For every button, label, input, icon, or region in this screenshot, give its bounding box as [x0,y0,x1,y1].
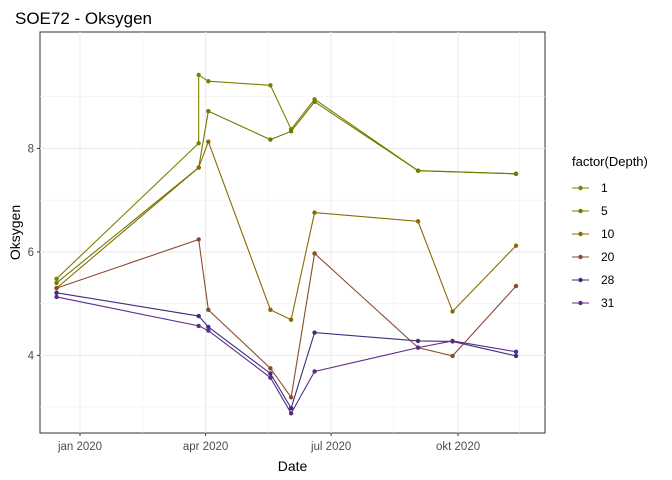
legend-label: 20 [601,250,615,264]
x-tick-label: okt 2020 [436,441,480,453]
data-point [196,165,201,170]
data-point [206,108,211,114]
y-axis-title: Oksygen [7,205,23,260]
legend-item-20: 20 [572,250,615,264]
legend-title: factor(Depth) [572,154,648,169]
data-point [268,137,273,142]
data-point [196,141,201,146]
legend-item-28: 28 [572,273,615,287]
data-point [312,330,317,335]
data-point [513,171,519,176]
series-5 [54,99,519,286]
data-point [312,210,317,215]
data-point [54,276,59,282]
legend-item-5: 5 [572,204,608,218]
data-point [513,353,519,359]
data-point [288,411,294,416]
series-layer [54,72,519,416]
data-point [312,369,317,374]
legend-key-point [578,254,583,260]
data-point [450,309,455,314]
legend-item-1: 1 [572,181,608,195]
data-point [206,78,211,84]
legend-label: 10 [601,227,615,241]
data-point [54,294,59,300]
data-point [288,405,294,411]
legend-label: 28 [601,273,615,287]
data-point [415,345,421,350]
y-tick-label: 8 [28,143,34,155]
legend-key-point [578,300,583,306]
x-tick-label: jan 2020 [57,441,102,453]
legend-label: 31 [601,296,615,310]
data-point [206,307,211,313]
y-tick-label: 4 [28,350,35,362]
data-point [312,99,317,105]
legend-label: 1 [601,181,608,195]
data-point [196,72,201,78]
legend-key-point [578,277,583,283]
data-point [513,283,519,289]
data-point [268,375,273,380]
data-point [54,280,59,286]
legend-item-31: 31 [572,296,615,310]
data-point [513,349,519,354]
data-point [196,323,201,329]
data-point [196,237,201,242]
data-point [206,328,211,333]
data-point [268,83,273,88]
legend-key-point [578,231,583,237]
data-point [415,219,421,224]
axes: 4 6 8 jan 2020 apr 2020 jul 2020 okt 2020 [28,143,481,453]
data-point [54,285,59,291]
data-point [54,290,59,295]
x-tick-label: jul 2020 [310,441,351,453]
data-point [268,371,273,376]
data-point [513,243,519,248]
data-point [450,338,455,344]
data-point [288,129,294,134]
legend-key-point [578,185,583,191]
data-point [196,313,201,319]
legend-label: 5 [601,204,608,218]
x-tick-label: apr 2020 [183,441,228,453]
x-axis-title: Date [278,458,308,474]
data-point [268,366,273,371]
chart-title: SOE72 - Oksygen [15,9,152,28]
series-31 [54,294,519,416]
data-point [415,168,421,173]
data-point [268,307,273,313]
gridlines [40,32,545,433]
series-line-5 [56,101,517,284]
y-tick-label: 6 [28,247,34,259]
data-point [450,353,455,359]
data-point [415,338,421,344]
data-point [288,317,294,322]
legend-items: 1 5 10 20 28 31 [572,181,615,310]
data-point [288,395,294,400]
data-point [206,139,211,144]
series-28 [54,290,519,411]
data-point [206,324,211,330]
data-point [312,251,317,256]
legend: factor(Depth) 1 5 10 20 28 31 [572,154,648,310]
plot-panel [39,31,546,434]
legend-item-10: 10 [572,227,615,241]
legend-key-point [578,208,583,214]
